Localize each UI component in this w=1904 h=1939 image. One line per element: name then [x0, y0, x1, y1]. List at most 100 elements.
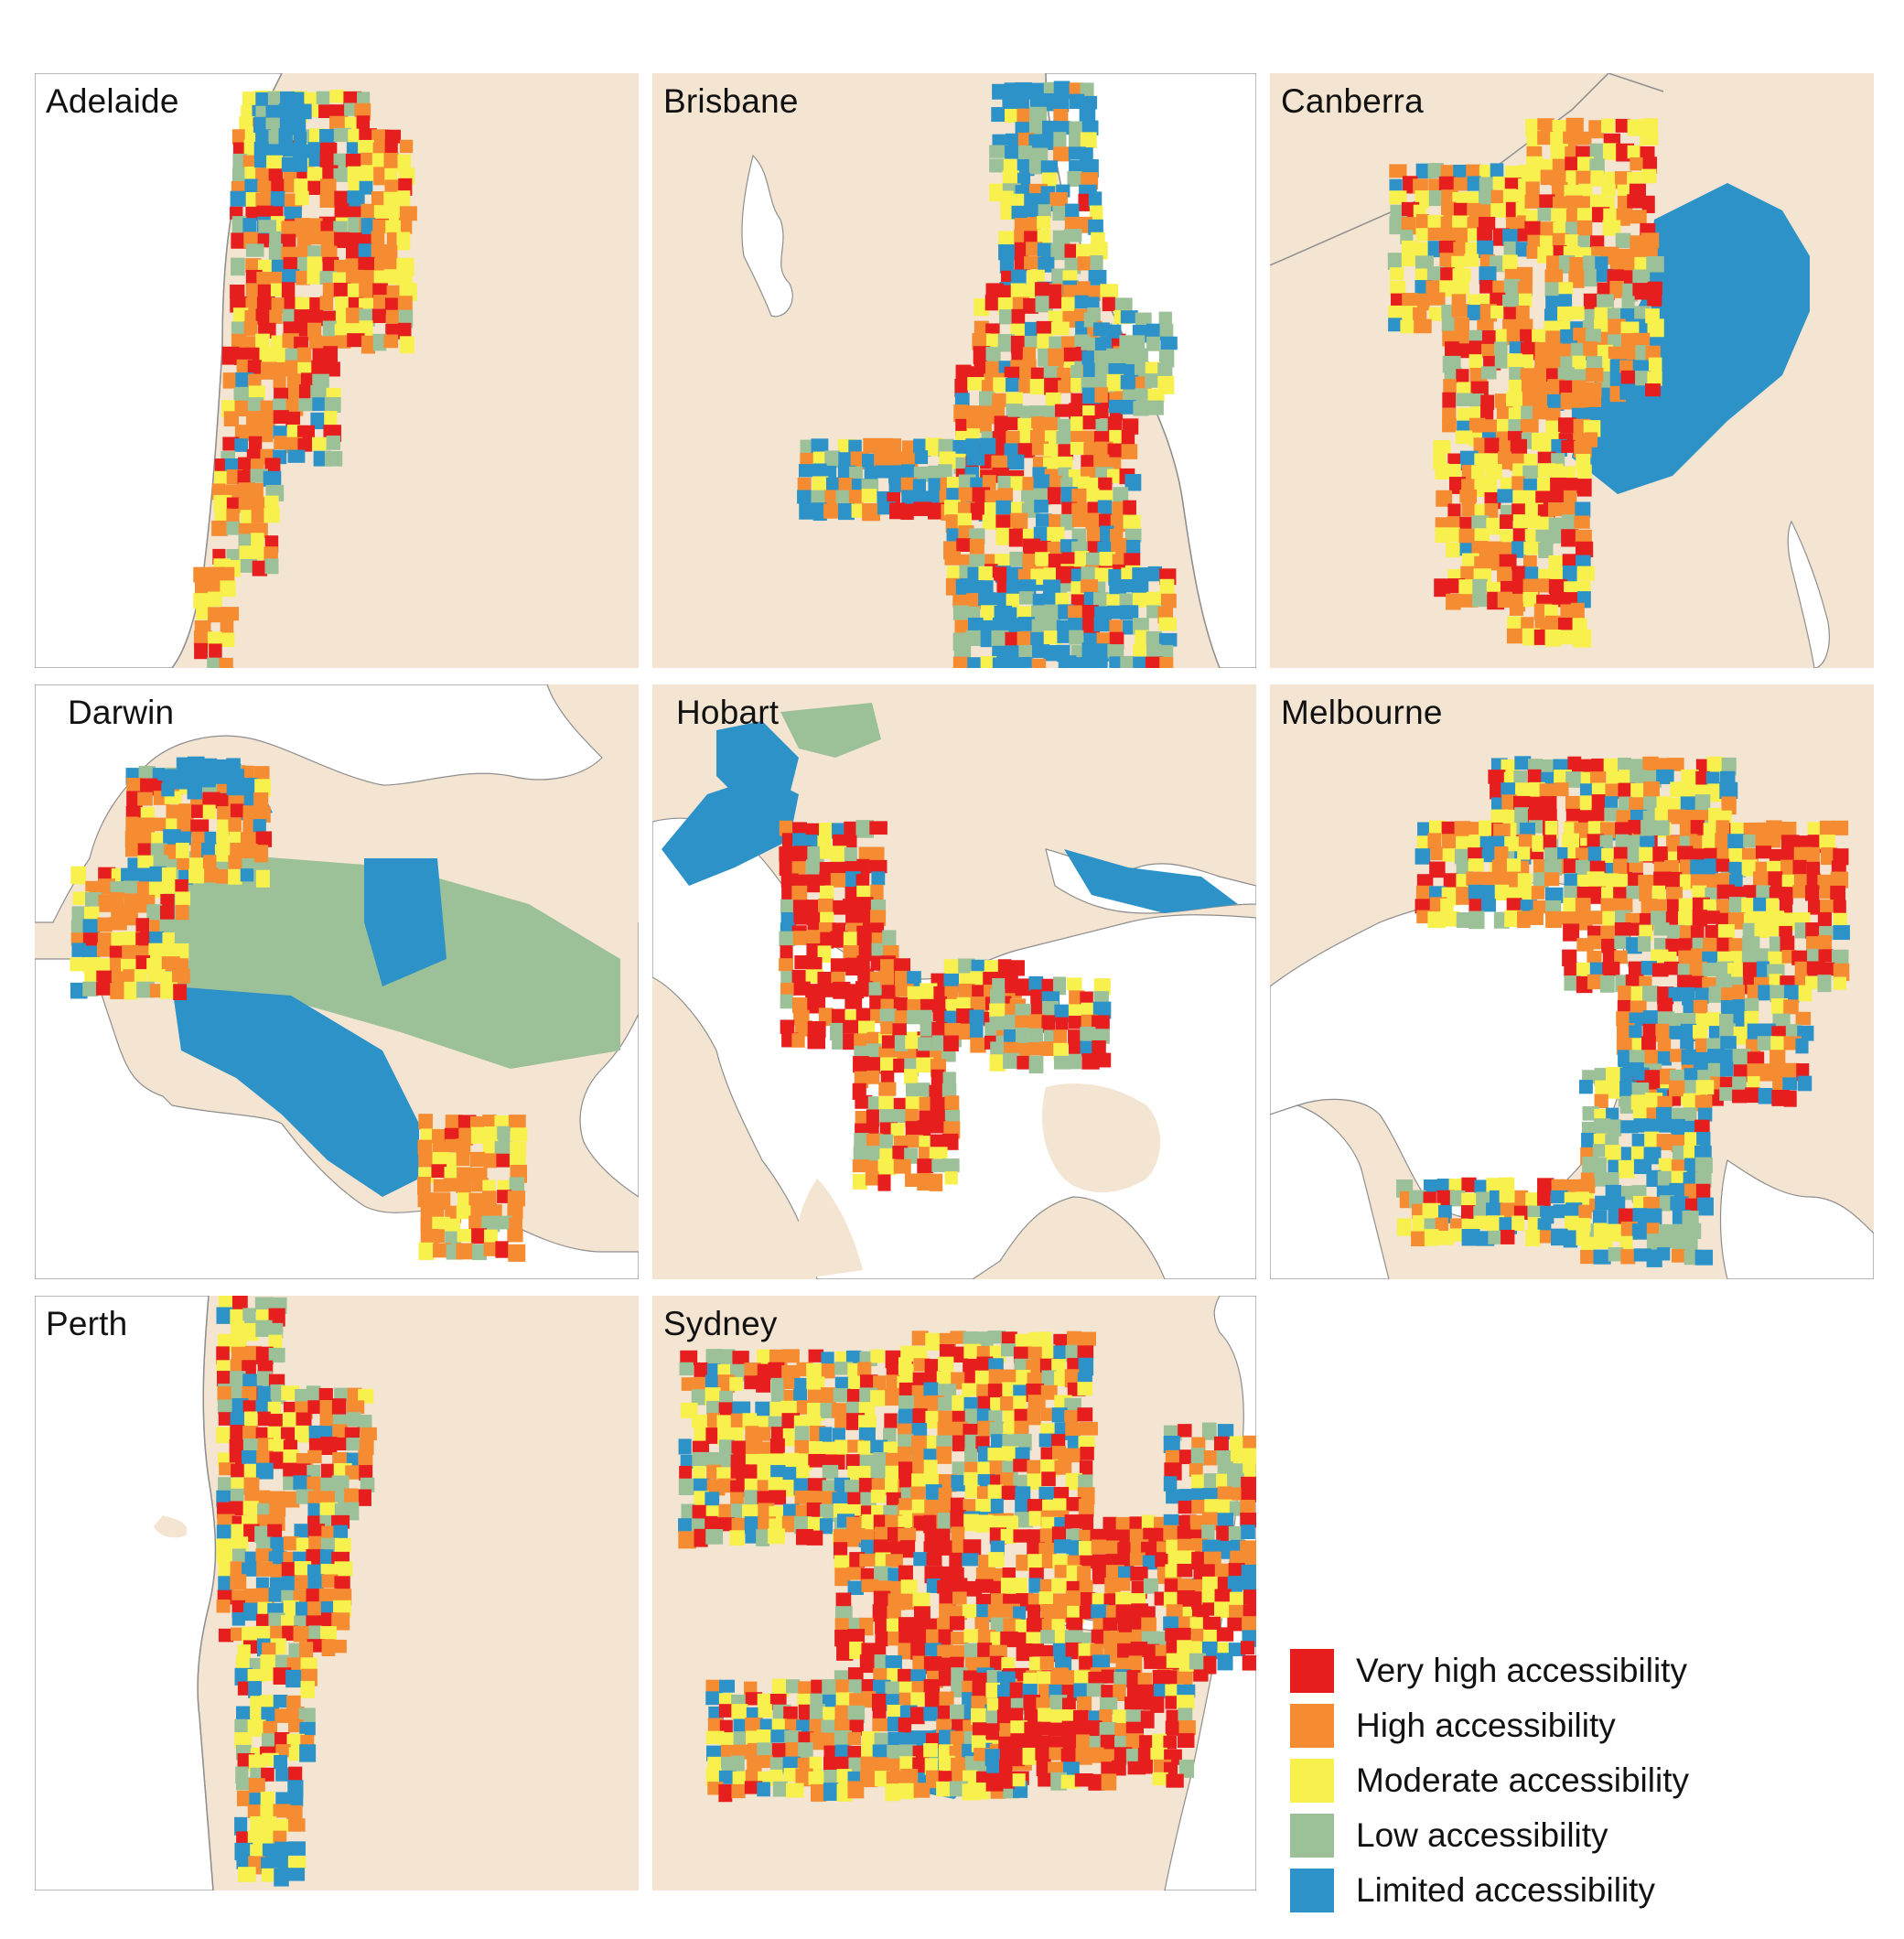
map-area-cell [866, 1057, 882, 1074]
map-area-cell [1618, 757, 1631, 774]
map-area-cell [331, 1475, 350, 1492]
map-area-cell [1178, 1707, 1193, 1722]
map-area-cell [1434, 578, 1450, 598]
map-area-cell [1092, 1015, 1110, 1030]
map-area-cell [758, 1704, 772, 1718]
map-area-cell [1124, 474, 1142, 491]
map-area-cell [872, 1718, 891, 1732]
map-area-cell [1503, 278, 1521, 297]
map-area-cell [1532, 405, 1548, 420]
map-area-cell [965, 630, 984, 647]
map-area-cell [923, 1679, 940, 1697]
map-area-cell [870, 1439, 887, 1454]
map-area-cell [1242, 1462, 1256, 1481]
map-area-cell [319, 1400, 335, 1417]
map-area-cell [731, 1755, 745, 1772]
map-area-cell [174, 943, 189, 961]
map-area-cell [1497, 591, 1513, 609]
map-area-cell [693, 1466, 706, 1480]
map-area-cell [242, 1589, 257, 1604]
map-area-cell [1147, 388, 1165, 403]
map-area-cell [692, 1440, 709, 1454]
map-area-cell [1090, 255, 1103, 271]
map-area-cell [758, 1755, 773, 1769]
map-area-cell [858, 1478, 875, 1493]
map-area-cell [1100, 284, 1119, 298]
map-area-cell [1504, 835, 1521, 852]
map-area-cell [1080, 991, 1093, 1006]
map-area-cell [219, 632, 235, 648]
map-area-cell [275, 1792, 293, 1807]
map-area-cell [995, 500, 1012, 515]
map-area-cell [1561, 911, 1578, 925]
map-area-cell [905, 1173, 920, 1188]
map-area-cell [1108, 568, 1123, 586]
map-area-cell [1099, 1722, 1117, 1740]
map-area-cell [283, 1535, 300, 1551]
map-area-cell [679, 1362, 694, 1376]
map-area-cell [214, 844, 231, 862]
map-area-cell [717, 1349, 736, 1367]
map-area-cell [1670, 1196, 1689, 1211]
map-area-cell [1190, 1474, 1205, 1492]
map-area-cell [1512, 490, 1526, 505]
map-area-cell [1833, 925, 1850, 941]
map-area-cell [1484, 502, 1499, 520]
map-area-cell [822, 1679, 837, 1697]
map-area-cell [1484, 554, 1501, 571]
map-area-cell [248, 373, 262, 389]
map-area-cell [859, 1654, 875, 1674]
map-area-cell [1532, 329, 1545, 344]
map-area-cell [1152, 1733, 1167, 1749]
map-area-cell [870, 884, 884, 901]
map-area-cell [678, 1531, 696, 1549]
map-area-cell [1242, 1448, 1256, 1464]
map-area-region [780, 703, 881, 758]
map-area-cell [716, 1415, 731, 1430]
map-area-cell [1630, 156, 1648, 171]
map-area-cell [1468, 354, 1482, 370]
map-area-cell [733, 1718, 748, 1733]
map-area-cell [1163, 1761, 1178, 1775]
map-area-cell [1402, 293, 1418, 308]
map-area-cell [1576, 479, 1592, 497]
map-area-cell [1499, 1190, 1516, 1206]
map-area-cell [418, 1114, 433, 1130]
map-area-cell [812, 476, 829, 492]
map-area-cell [294, 1575, 310, 1590]
map-area-cell [1511, 1215, 1525, 1231]
map-area-cell [1606, 1119, 1622, 1136]
map-area-cell [808, 1771, 825, 1785]
map-area-cell [509, 1153, 526, 1169]
map-area-cell [482, 1190, 497, 1207]
map-area-cell [812, 502, 827, 521]
map-area-cell [346, 269, 364, 285]
map-area-cell [1079, 106, 1096, 122]
map-area-cell [217, 1386, 231, 1402]
map-area-cell [294, 336, 308, 350]
map-area-cell [1600, 822, 1616, 838]
map-area-cell [1146, 591, 1163, 606]
map-area-cell [243, 1477, 260, 1495]
map-area-cell [252, 497, 267, 511]
map-area-cell [311, 360, 328, 375]
map-area-cell [1081, 455, 1095, 469]
map-area-cell [1595, 1195, 1610, 1211]
map-area-cell [691, 1389, 708, 1406]
map-area-cell [1656, 1134, 1673, 1150]
map-area-cell [1479, 280, 1494, 294]
map-area-cell [216, 1346, 230, 1365]
map-area-cell [126, 778, 143, 792]
map-area-cell [1689, 835, 1706, 850]
map-area-cell [1560, 393, 1577, 410]
map-area-cell [1766, 820, 1782, 836]
map-area-cell [1038, 204, 1051, 218]
map-area-cell [125, 843, 141, 857]
map-area-cell [1242, 1655, 1256, 1671]
map-area-cell [888, 451, 905, 467]
map-area-cell [954, 378, 968, 397]
map-area-cell [1098, 513, 1113, 528]
map-area-cell [923, 1514, 937, 1534]
map-area-cell [1413, 307, 1427, 322]
map-area-cell [1240, 1499, 1255, 1516]
